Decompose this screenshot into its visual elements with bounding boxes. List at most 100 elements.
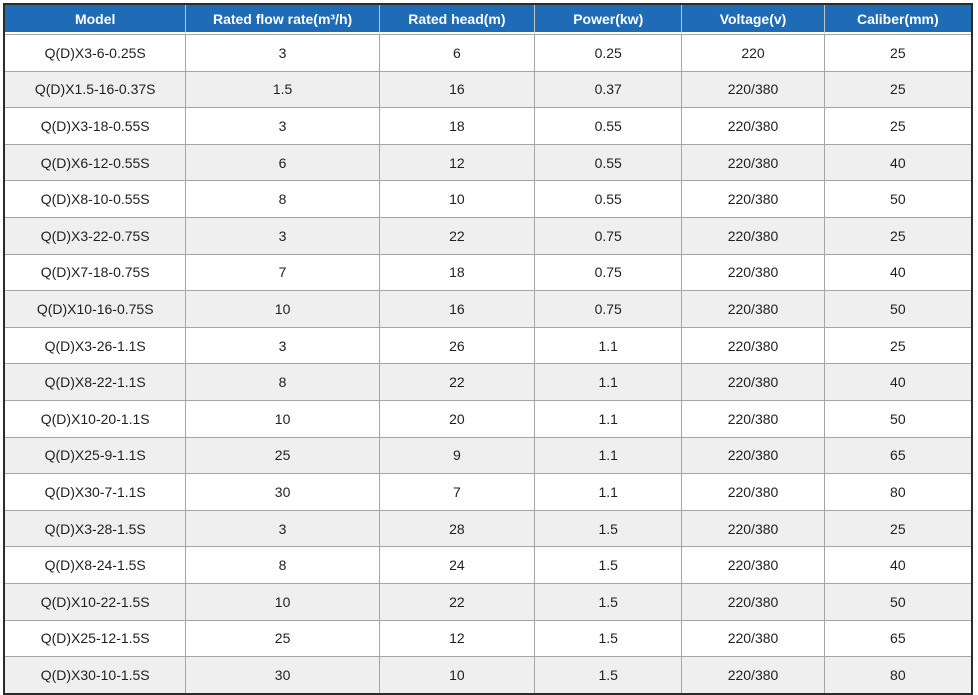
value-cell: 16 (379, 70, 536, 108)
value-cell: 220/380 (682, 216, 825, 254)
value-cell: 22 (379, 363, 536, 400)
table-row: Q(D)X3-26-1.1S 3 26 1.1 220/380 25 (5, 326, 971, 364)
header-row: Model Rated flow rate(m³/h) Rated head(m) P… (5, 5, 971, 34)
value-cell: 220/380 (682, 546, 825, 583)
value-cell: 1.1 (535, 363, 683, 400)
value-cell: 0.75 (535, 216, 683, 254)
value-cell: 10 (186, 399, 380, 437)
value-cell: 26 (379, 326, 536, 364)
value-cell: 40 (824, 253, 971, 291)
value-cell: 50 (824, 180, 971, 217)
value-cell: 9 (379, 436, 536, 474)
value-cell: 65 (824, 619, 971, 657)
model-cell: Q(D)X30-10-1.5S (5, 656, 187, 693)
value-cell: 220/380 (682, 253, 825, 291)
model-cell: Q(D)X7-18-0.75S (5, 253, 187, 291)
model-cell: Q(D)X8-10-0.55S (5, 180, 187, 217)
value-cell: 10 (379, 180, 536, 217)
value-cell: 1.1 (535, 326, 683, 364)
column-header: Power(kw) (535, 5, 683, 34)
model-cell: Q(D)X3-22-0.75S (5, 216, 187, 254)
value-cell: 220 (682, 34, 825, 71)
model-cell: Q(D)X8-24-1.5S (5, 546, 187, 583)
value-cell: 220/380 (682, 582, 825, 620)
model-cell: Q(D)X10-20-1.1S (5, 399, 187, 437)
value-cell: 24 (379, 546, 536, 583)
table-row: Q(D)X10-20-1.1S 10 20 1.1 220/380 50 (5, 399, 971, 437)
value-cell: 8 (186, 180, 380, 217)
value-cell: 0.55 (535, 180, 683, 217)
value-cell: 30 (186, 656, 380, 693)
model-cell: Q(D)X25-12-1.5S (5, 619, 187, 657)
value-cell: 220/380 (682, 107, 825, 144)
value-cell: 25 (824, 216, 971, 254)
model-cell: Q(D)X8-22-1.1S (5, 363, 187, 400)
table-body: Q(D)X3-6-0.25S 3 6 0.25 220 25 Q(D)X1.5-16-0.3… (5, 34, 971, 693)
value-cell: 0.37 (535, 70, 683, 108)
value-cell: 10 (186, 290, 380, 327)
value-cell: 1.1 (535, 436, 683, 474)
table-row: Q(D)X1.5-16-0.37S 1.5 16 0.37 220/380 25 (5, 70, 971, 108)
value-cell: 22 (379, 216, 536, 254)
table-row: Q(D)X25-9-1.1S 25 9 1.1 220/380 65 (5, 436, 971, 474)
value-cell: 0.55 (535, 143, 683, 181)
value-cell: 25 (824, 70, 971, 108)
value-cell: 220/380 (682, 399, 825, 437)
value-cell: 220/380 (682, 143, 825, 181)
value-cell: 1.5 (535, 656, 683, 693)
value-cell: 80 (824, 656, 971, 693)
table-row: Q(D)X6-12-0.55S 6 12 0.55 220/380 40 (5, 143, 971, 181)
table-row: Q(D)X3-28-1.5S 3 28 1.5 220/380 25 (5, 509, 971, 547)
value-cell: 3 (186, 509, 380, 547)
value-cell: 220/380 (682, 436, 825, 474)
value-cell: 3 (186, 326, 380, 364)
value-cell: 40 (824, 143, 971, 181)
value-cell: 0.25 (535, 34, 683, 71)
value-cell: 220/380 (682, 619, 825, 657)
value-cell: 80 (824, 473, 971, 510)
value-cell: 220/380 (682, 180, 825, 217)
value-cell: 1.1 (535, 399, 683, 437)
value-cell: 7 (186, 253, 380, 291)
value-cell: 16 (379, 290, 536, 327)
value-cell: 25 (824, 34, 971, 71)
value-cell: 28 (379, 509, 536, 547)
value-cell: 1.5 (535, 509, 683, 547)
value-cell: 3 (186, 216, 380, 254)
value-cell: 1.5 (535, 619, 683, 657)
value-cell: 1.5 (535, 546, 683, 583)
value-cell: 220/380 (682, 509, 825, 547)
value-cell: 50 (824, 290, 971, 327)
value-cell: 6 (186, 143, 380, 181)
value-cell: 25 (186, 619, 380, 657)
value-cell: 1.1 (535, 473, 683, 510)
value-cell: 7 (379, 473, 536, 510)
value-cell: 0.75 (535, 290, 683, 327)
value-cell: 220/380 (682, 70, 825, 108)
model-cell: Q(D)X3-18-0.55S (5, 107, 187, 144)
column-header: Caliber(mm) (824, 5, 971, 34)
value-cell: 6 (379, 34, 536, 71)
table-row: Q(D)X30-10-1.5S 30 10 1.5 220/380 80 (5, 656, 971, 693)
column-header: Rated flow rate(m³/h) (186, 5, 380, 34)
value-cell: 0.75 (535, 253, 683, 291)
model-cell: Q(D)X30-7-1.1S (5, 473, 187, 510)
value-cell: 25 (824, 107, 971, 144)
value-cell: 40 (824, 363, 971, 400)
value-cell: 220/380 (682, 326, 825, 364)
value-cell: 25 (824, 326, 971, 364)
value-cell: 8 (186, 546, 380, 583)
table-row: Q(D)X3-6-0.25S 3 6 0.25 220 25 (5, 34, 971, 71)
value-cell: 40 (824, 546, 971, 583)
model-cell: Q(D)X25-9-1.1S (5, 436, 187, 474)
model-cell: Q(D)X10-22-1.5S (5, 582, 187, 620)
table-row: Q(D)X8-22-1.1S 8 22 1.1 220/380 40 (5, 363, 971, 400)
column-header: Rated head(m) (379, 5, 536, 34)
column-header: Voltage(v) (682, 5, 825, 34)
table-row: Q(D)X8-10-0.55S 8 10 0.55 220/380 50 (5, 180, 971, 217)
value-cell: 25 (186, 436, 380, 474)
value-cell: 3 (186, 34, 380, 71)
value-cell: 220/380 (682, 290, 825, 327)
model-cell: Q(D)X3-28-1.5S (5, 509, 187, 547)
